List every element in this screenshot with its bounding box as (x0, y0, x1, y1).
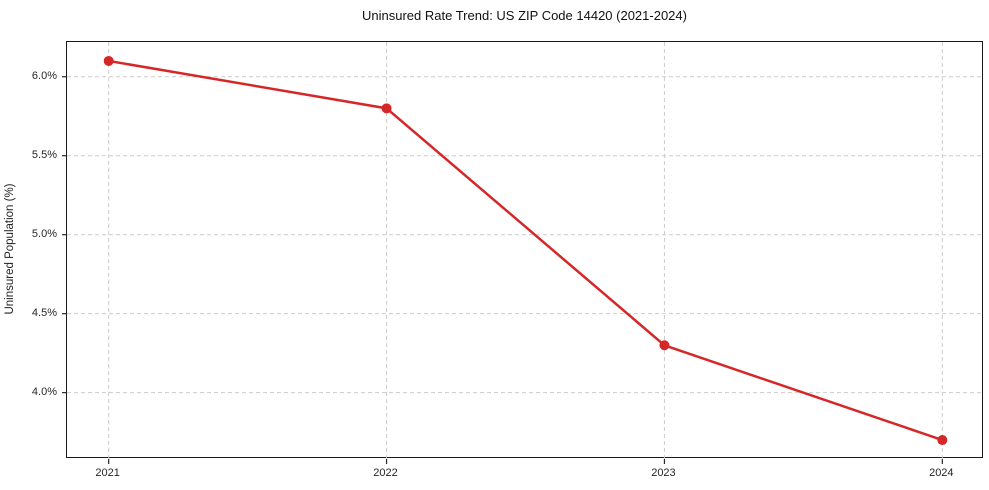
x-tick-label: 2022 (373, 467, 398, 479)
x-tick-label: 2021 (95, 467, 120, 479)
data-point-marker (381, 103, 392, 114)
plot-area (62, 41, 984, 464)
line-chart-canvas (62, 42, 984, 464)
x-tick-label: 2023 (651, 467, 676, 479)
data-point-marker (937, 435, 948, 446)
trend-line (107, 59, 944, 442)
data-point-marker (659, 340, 670, 351)
chart-title: Uninsured Rate Trend: US ZIP Code 14420 … (362, 8, 687, 23)
x-tick-label: 2024 (929, 467, 954, 479)
y-axis-label: Uninsured Population (%) (4, 183, 16, 315)
data-point-marker (103, 55, 114, 66)
